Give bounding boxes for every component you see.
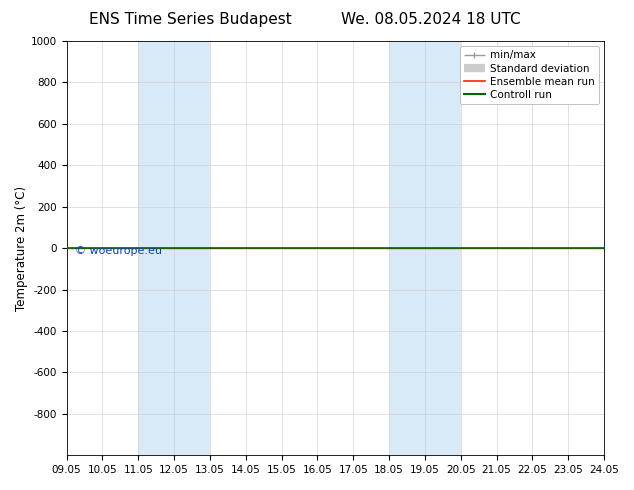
Text: We. 08.05.2024 18 UTC: We. 08.05.2024 18 UTC	[341, 12, 521, 27]
Text: ENS Time Series Budapest: ENS Time Series Budapest	[89, 12, 292, 27]
Bar	[138, 41, 210, 455]
Text: © woeurope.eu: © woeurope.eu	[75, 246, 162, 256]
Y-axis label: Temperature 2m (°C): Temperature 2m (°C)	[15, 186, 28, 311]
Legend: min/max, Standard deviation, Ensemble mean run, Controll run: min/max, Standard deviation, Ensemble me…	[460, 46, 599, 104]
Bar	[389, 41, 461, 455]
